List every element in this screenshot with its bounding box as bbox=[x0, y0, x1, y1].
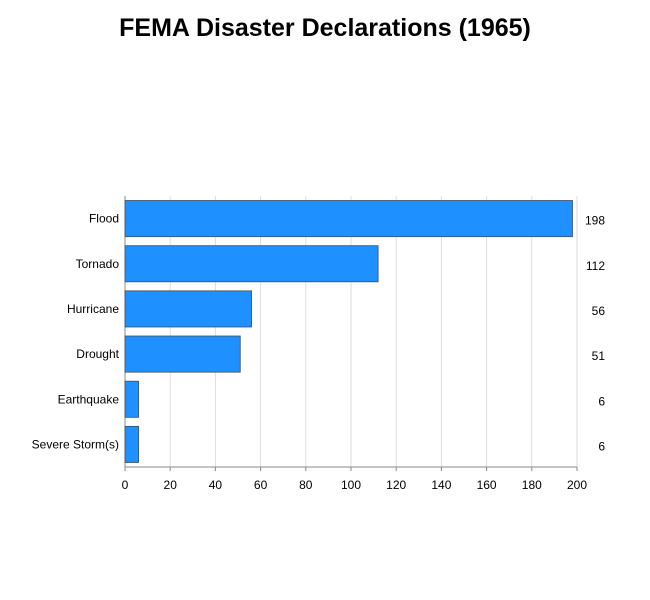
grid-lines bbox=[169, 196, 578, 467]
x-tick-labels: 0 20 40 60 80 100 120 140 160 180 200 bbox=[122, 478, 588, 492]
x-tick-label: 180 bbox=[522, 478, 542, 492]
category-label: Hurricane bbox=[67, 302, 119, 316]
x-tick-label: 0 bbox=[122, 478, 129, 492]
x-tick-label: 20 bbox=[164, 478, 178, 492]
value-label: 198 bbox=[585, 214, 605, 228]
x-tick-label: 60 bbox=[254, 478, 268, 492]
category-label: Tornado bbox=[76, 257, 120, 271]
bar bbox=[124, 335, 241, 373]
bar bbox=[124, 200, 573, 238]
value-label: 6 bbox=[598, 394, 605, 408]
bar bbox=[124, 425, 139, 463]
x-tick-label: 140 bbox=[431, 478, 451, 492]
x-tick-label: 160 bbox=[477, 478, 497, 492]
bar bbox=[124, 290, 252, 328]
value-label: 51 bbox=[592, 349, 606, 363]
axes bbox=[124, 196, 578, 471]
category-labels: Flood Tornado Hurricane Drought Earthquake Se… bbox=[32, 212, 120, 452]
category-label: Flood bbox=[89, 212, 119, 226]
chart-title: FEMA Disaster Declarations (1965) bbox=[119, 14, 531, 42]
x-tick-label: 40 bbox=[209, 478, 223, 492]
category-label: Severe Storm(s) bbox=[32, 437, 119, 451]
x-tick-label: 100 bbox=[341, 478, 361, 492]
bars bbox=[124, 200, 573, 463]
x-tick-label: 80 bbox=[299, 478, 313, 492]
value-labels: 198 112 56 51 6 6 bbox=[585, 214, 605, 454]
value-label: 6 bbox=[598, 439, 605, 453]
bar bbox=[124, 245, 379, 283]
value-label: 56 bbox=[592, 304, 606, 318]
bar bbox=[124, 380, 139, 418]
category-label: Earthquake bbox=[58, 392, 120, 406]
category-label: Drought bbox=[76, 347, 119, 361]
value-label: 112 bbox=[586, 259, 605, 273]
x-tick-label: 120 bbox=[386, 478, 406, 492]
x-tick-label: 200 bbox=[567, 478, 587, 492]
